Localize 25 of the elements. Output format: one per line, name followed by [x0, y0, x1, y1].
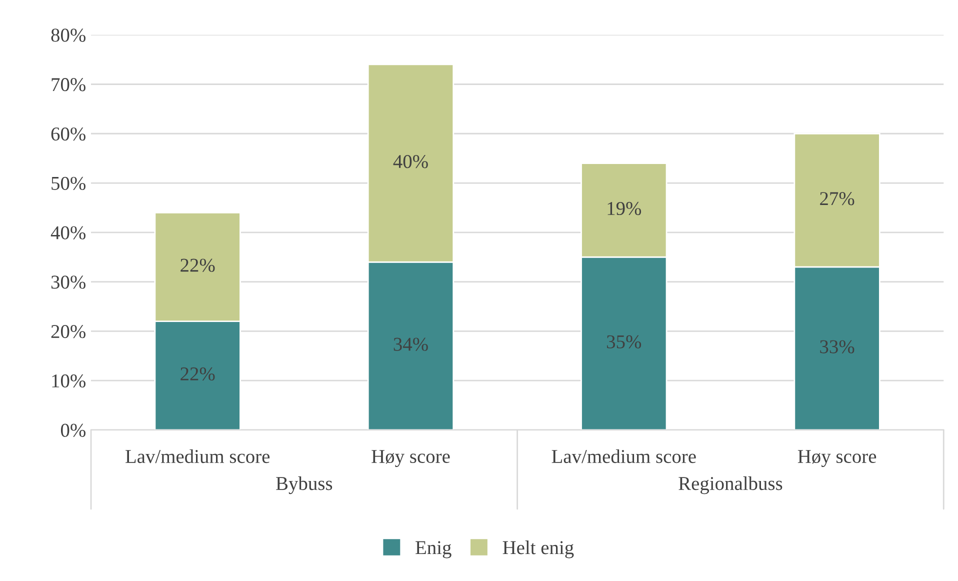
data-label: 22% — [180, 367, 215, 381]
y-tick-label: 80% — [51, 28, 86, 42]
y-tick-label: 10% — [52, 374, 86, 388]
x-tick-label: Lav/medium score — [126, 449, 270, 464]
x-tick-label: Høy score — [372, 450, 450, 468]
y-tick-label: 40% — [50, 226, 86, 240]
data-label: 19% — [608, 202, 642, 216]
y-tick-label: 50% — [52, 176, 86, 190]
legend-label: Enig — [416, 541, 452, 558]
data-label: 40% — [393, 155, 428, 168]
text: Bybuss — [276, 476, 332, 494]
legend-label: Helt enig — [502, 540, 574, 558]
y-tick-label: 30% — [51, 276, 86, 289]
y-tick-label: 20% — [51, 324, 86, 338]
text: Regionalbuss — [678, 476, 782, 494]
data-label: 34% — [394, 338, 428, 351]
y-tick-label: 0% — [60, 424, 86, 437]
x-tick-label: Høy score — [798, 450, 876, 468]
x-tick-label: Lav/medium score — [552, 449, 696, 464]
y-tick-label: 70% — [52, 78, 86, 92]
y-tick-label: 60% — [51, 127, 86, 141]
data-label: 33% — [820, 340, 854, 354]
data-label: 22% — [180, 258, 215, 272]
data-label: 27% — [820, 192, 854, 206]
data-label: 35% — [607, 335, 642, 348]
